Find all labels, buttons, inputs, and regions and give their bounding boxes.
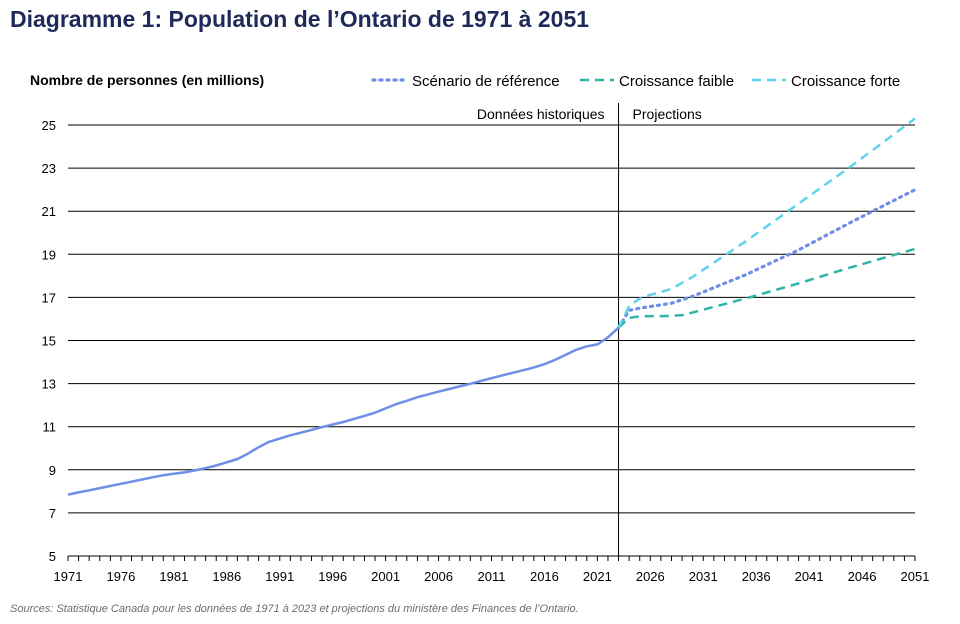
y-tick-label: 21	[42, 204, 56, 219]
legend: Scénario de référence Croissance faible Cr…	[371, 73, 900, 90]
x-tick-label: 2041	[795, 569, 824, 584]
x-tick-label: 2036	[742, 569, 771, 584]
x-tick-label: 1986	[212, 569, 241, 584]
y-tick-label: 9	[49, 463, 56, 478]
series-line-croissance-faible	[617, 247, 916, 329]
y-tick-label: 23	[42, 161, 56, 176]
y-tick-label: 7	[49, 506, 56, 521]
y-tick-label: 5	[49, 549, 56, 564]
labels: Données historiques Projections Nombre de …	[30, 72, 702, 122]
x-tick-label: 2026	[636, 569, 665, 584]
x-tick-label: 1976	[106, 569, 135, 584]
y-tick-label: 17	[42, 290, 56, 305]
x-tick-label: 2046	[848, 569, 877, 584]
gridlines	[68, 124, 915, 514]
x-tick-label: 2011	[478, 569, 506, 584]
y-tick-label: 19	[42, 247, 56, 262]
projections-annotation: Projections	[633, 106, 702, 122]
x-tick-label: 2021	[583, 569, 612, 584]
legend-label: Croissance forte	[791, 73, 900, 90]
y-tick-label: 11	[43, 420, 57, 435]
source-note: Sources: Statistique Canada pour les don…	[10, 603, 579, 615]
axes: 5 7 9 11 13 15 17 19 21 23 25 1971 1976 1981 1986 1991 1…	[42, 103, 930, 584]
x-tick-label: 1991	[265, 569, 294, 584]
y-tick-label: 13	[42, 377, 56, 392]
x-tick-label: 2031	[689, 569, 718, 584]
x-tick-label: 2051	[901, 569, 930, 584]
x-tick-label: 2016	[530, 569, 559, 584]
chart-title: Diagramme 1: Population de l’Ontario de …	[10, 6, 590, 32]
x-tick-label: 2001	[371, 569, 400, 584]
y-tick-label: 25	[42, 118, 56, 133]
series-line-historique	[67, 326, 620, 496]
x-tick-label: 2006	[424, 569, 453, 584]
x-tick-label: 1996	[318, 569, 347, 584]
x-tick-label: 1971	[54, 569, 83, 584]
legend-label: Scénario de référence	[412, 73, 560, 90]
series-line-croissance-forte	[617, 117, 916, 329]
historical-annotation: Données historiques	[477, 106, 605, 122]
x-tick-label: 1981	[159, 569, 188, 584]
series-line-scenario-de-reference	[616, 188, 917, 330]
y-axis-title: Nombre de personnes (en millions)	[30, 72, 264, 88]
y-tick-label: 15	[42, 334, 56, 349]
series-lines	[67, 117, 917, 496]
legend-label: Croissance faible	[619, 73, 734, 90]
